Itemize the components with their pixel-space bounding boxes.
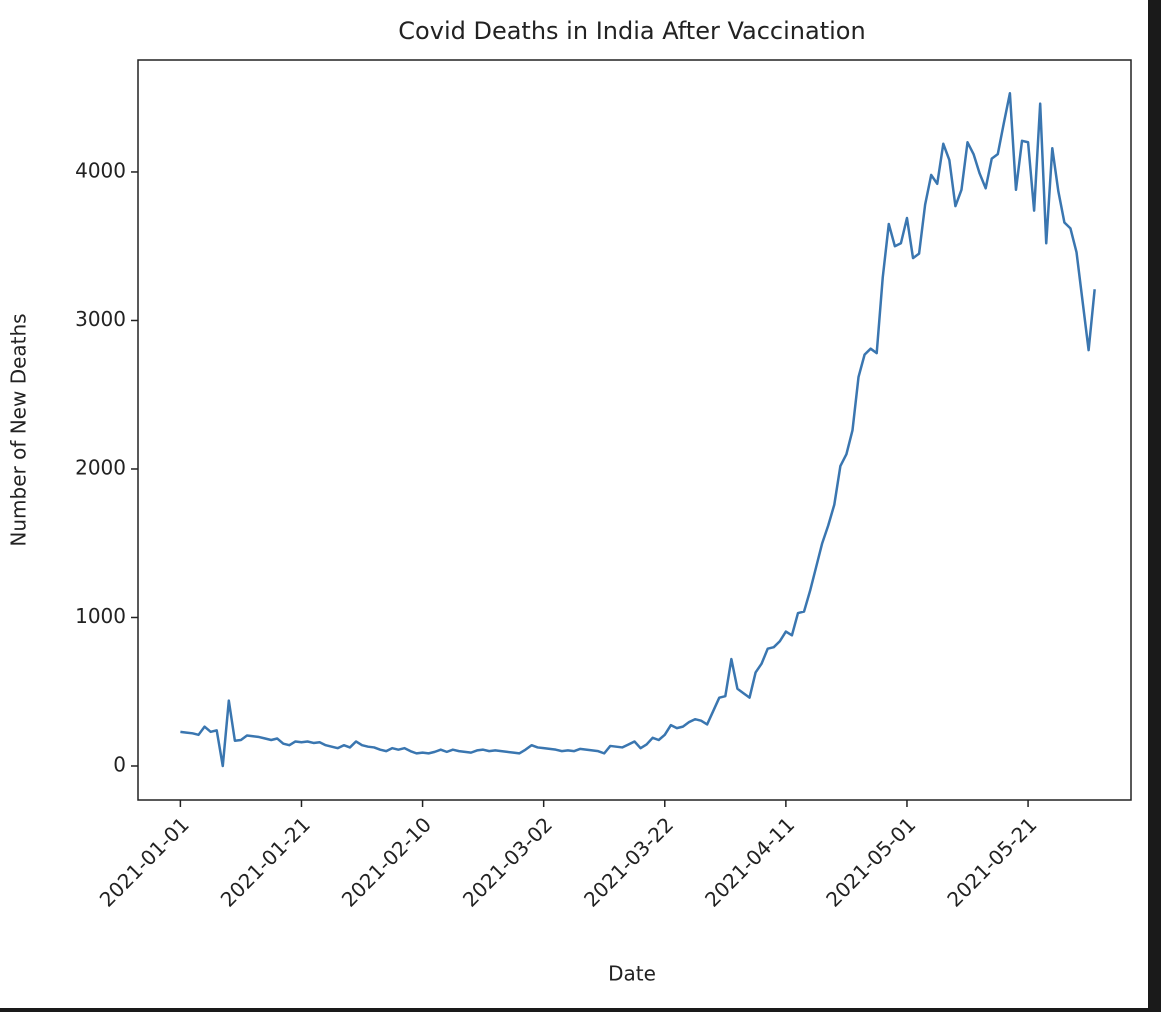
y-tick-label: 2000 [75,455,126,479]
data-line [180,92,1096,768]
y-axis-label: Number of New Deaths [7,313,31,546]
y-tick-label: 3000 [75,307,126,331]
plot-frame [137,59,1132,801]
y-tick-label: 4000 [75,158,126,182]
x-axis-label: Date [608,962,656,986]
y-tick-label: 1000 [75,604,126,628]
y-tick-label: 0 [113,752,126,776]
chart-title: Covid Deaths in India After Vaccination [398,17,865,45]
window-edge [0,1008,1161,1012]
window-edge [1148,0,1161,1012]
